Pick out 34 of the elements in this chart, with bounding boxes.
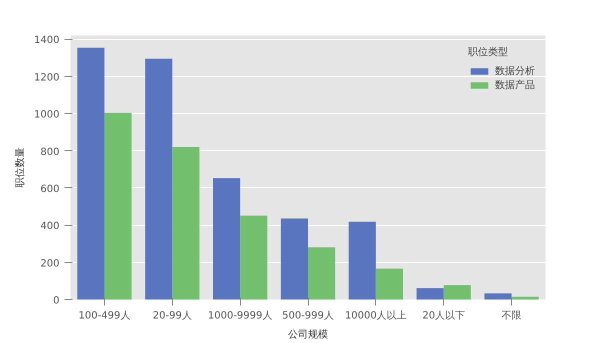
- legend-title: 职位类型: [468, 46, 509, 59]
- y-tick-label: 200: [40, 258, 60, 270]
- bar: [280, 218, 308, 300]
- y-axis-title: 职位数量: [14, 148, 26, 188]
- x-tick-label: 500-999人: [282, 310, 334, 322]
- bar: [104, 112, 132, 300]
- x-tick-label: 不限: [502, 310, 522, 322]
- legend-label: 数据分析: [495, 64, 535, 78]
- bar: [213, 178, 240, 300]
- y-tick-label: 0: [53, 296, 60, 306]
- bar: [308, 247, 336, 300]
- x-tick-label: 10000人以上: [344, 310, 407, 322]
- x-tick-label: 1000-9999人: [208, 310, 272, 322]
- legend-label: 数据产品: [495, 78, 535, 92]
- bar: [512, 296, 539, 300]
- bar: [376, 268, 403, 300]
- bar: [77, 48, 104, 300]
- y-tick-label: 1000: [34, 110, 60, 121]
- bar: [172, 147, 200, 300]
- bar: [348, 222, 376, 300]
- x-tick-label: 20人以下: [422, 310, 466, 322]
- bar: [416, 288, 444, 300]
- y-tick-label: 800: [40, 146, 60, 158]
- y-tick-label: 1400: [34, 35, 60, 46]
- y-tick-label: 400: [40, 221, 60, 232]
- x-tick-label: 100-499人: [78, 310, 130, 322]
- x-axis-title: 公司规模: [288, 328, 328, 340]
- bar: [145, 58, 172, 300]
- x-tick-label: 20-99人: [152, 310, 192, 322]
- bar: [444, 285, 471, 300]
- y-tick-label: 1200: [34, 72, 60, 84]
- y-tick-label: 600: [40, 184, 60, 195]
- bar: [240, 216, 268, 300]
- bar: [484, 293, 512, 300]
